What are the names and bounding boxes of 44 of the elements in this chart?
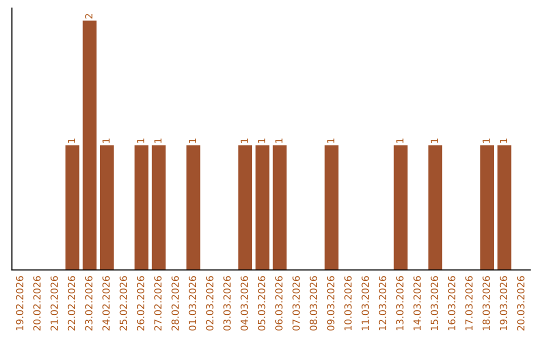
data-label: 1 — [188, 138, 196, 143]
data-label: 1 — [327, 138, 334, 143]
x-tick-label: 09.03.2026 — [327, 276, 334, 331]
x-tick-label: 20.02.2026 — [33, 276, 41, 330]
data-label: 1 — [275, 138, 282, 143]
x-tick-label: 24.02.2026 — [102, 276, 110, 330]
x-tick-label: 19.02.2026 — [16, 276, 24, 330]
x-tick-label: 26.02.2026 — [136, 276, 144, 330]
x-tick-label: 25.02.2026 — [120, 276, 128, 330]
x-tick-label: 06.03.2026 — [275, 276, 283, 331]
x-tick-label: 07.03.2026 — [292, 276, 300, 331]
x-tick-label: 13.03.2026 — [396, 276, 404, 330]
data-label: 1 — [430, 138, 438, 143]
x-tick-label: 15.03.2026 — [430, 276, 438, 330]
x-tick-label: 04.03.2026 — [240, 276, 248, 331]
x-tick-label: 14.03.2026 — [413, 276, 421, 330]
x-tick-label: 11.03.2026 — [362, 276, 369, 330]
x-tick-label: 10.03.2026 — [344, 276, 352, 330]
data-label: 1 — [396, 138, 404, 143]
x-tick-label: 17.03.2026 — [465, 276, 473, 330]
data-label: 1 — [482, 138, 490, 143]
x-tick-label: 18.03.2026 — [482, 276, 490, 330]
x-tick-label: 19.03.2026 — [500, 276, 508, 330]
x-tick-label: 05.03.2026 — [258, 276, 266, 331]
x-tick-label: 23.02.2026 — [85, 276, 92, 330]
x-tick-label: 21.02.2026 — [50, 276, 58, 330]
data-label: 2 — [85, 14, 92, 19]
x-tick-label: 02.03.2026 — [206, 276, 214, 331]
x-tick-label: 03.03.2026 — [223, 276, 231, 331]
data-label: 1 — [154, 138, 162, 143]
data-label: 1 — [240, 138, 248, 143]
x-tick-label: 16.03.2026 — [448, 276, 456, 330]
x-tick-label: 12.03.2026 — [378, 276, 386, 330]
x-tick-label: 01.03.2026 — [188, 276, 196, 331]
x-tick-label: 22.02.2026 — [68, 276, 76, 330]
data-label: 1 — [258, 138, 266, 143]
x-tick-label: 08.03.2026 — [310, 276, 318, 331]
x-tick-label: 20.03.2026 — [517, 276, 524, 330]
data-label: 1 — [500, 138, 508, 143]
x-tick-label: 27.02.2026 — [154, 276, 162, 330]
data-label: 1 — [102, 138, 110, 143]
x-tick-label: 28.02.2026 — [172, 276, 179, 330]
data-label: 1 — [137, 138, 144, 143]
data-label: 1 — [68, 138, 76, 143]
